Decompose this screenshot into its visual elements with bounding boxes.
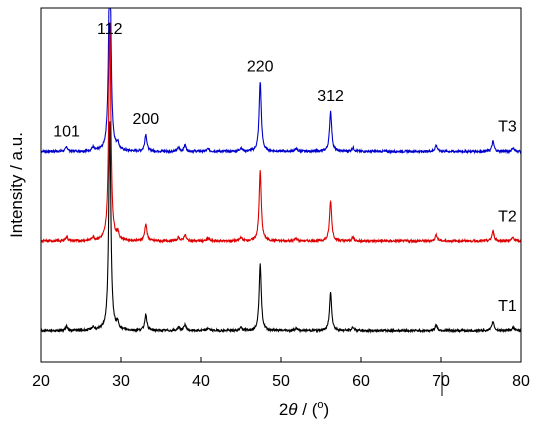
- x-tick-label: 30: [112, 373, 130, 390]
- series-label-t2: T2: [498, 208, 517, 225]
- x-tick-label: 70: [432, 373, 450, 390]
- x-ticks: 20 30 40 50 60 70 80: [32, 357, 530, 390]
- series-label-t3: T3: [498, 119, 517, 136]
- peak-label-312: 312: [317, 88, 344, 105]
- series-line-t1: [40, 121, 522, 334]
- series-label-t1: T1: [498, 298, 517, 315]
- x-tick-label: 20: [32, 373, 50, 390]
- x-axis-title-sep: / (: [298, 400, 318, 419]
- peak-label-200: 200: [132, 111, 159, 128]
- y-axis-title-text: Intensity / a.u.: [7, 132, 26, 238]
- series-line-t3: [40, 7, 522, 155]
- x-tick-label: 60: [352, 373, 370, 390]
- series-layer: [40, 7, 522, 334]
- peak-label-220: 220: [247, 58, 274, 75]
- x-tick-label: 40: [192, 373, 210, 390]
- x-axis-title-degree: o: [317, 399, 323, 411]
- x-axis-title-close: ): [324, 400, 330, 419]
- x-tick-label: 50: [272, 373, 290, 390]
- plot-frame: [40, 7, 522, 363]
- peak-annotations: 101 112 200 220 312: [53, 21, 344, 141]
- peak-label-101: 101: [53, 124, 80, 141]
- x-axis-title-var: 2: [279, 400, 288, 419]
- y-axis-title: Intensity / a.u.: [7, 132, 26, 238]
- x-axis-title: 2θ / (o): [279, 399, 329, 419]
- x-tick-label: 80: [512, 373, 530, 390]
- x-axis-title-theta: θ: [288, 400, 298, 419]
- series-line-t2: [40, 22, 522, 244]
- series-labels: T3 T2 T1: [498, 119, 517, 315]
- peak-label-112: 112: [97, 21, 123, 38]
